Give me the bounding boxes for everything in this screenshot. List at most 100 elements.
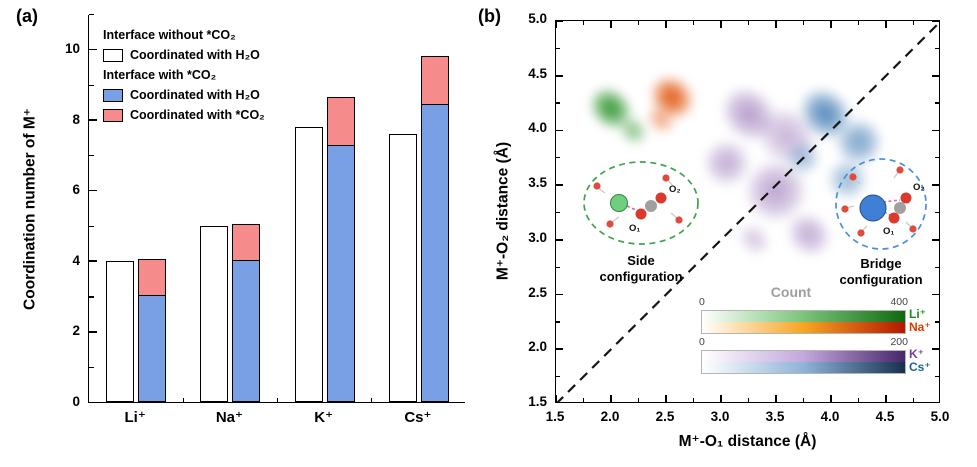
y-tick-label: 0 — [72, 394, 80, 409]
x-major-tick — [665, 395, 667, 402]
legend-item-without-co2: Coordinated with H₂O — [103, 48, 265, 62]
bar-without-co2-h2o — [106, 260, 135, 402]
panel-b-label: (b) — [478, 6, 501, 26]
y-tick-label: 4.0 — [528, 120, 547, 136]
x-minor-tick — [582, 398, 585, 402]
caption-line: configuration — [839, 272, 923, 287]
x-major-tick-top — [830, 21, 832, 28]
y-tick-label: 4.5 — [528, 65, 547, 81]
legend-item-label: Coordinated with H₂O — [130, 88, 260, 102]
legend-item-with-co2-h2o: Coordinated with H₂O — [103, 88, 265, 102]
cation-o2-bond — [882, 199, 901, 203]
x-minor-tick — [692, 398, 695, 402]
x-major-tick-top — [610, 21, 612, 28]
cation-sphere — [610, 194, 628, 212]
legend-group1-title: Interface without *CO₂ — [103, 28, 236, 42]
y-minor-tick-right — [935, 321, 939, 323]
legend-item-with-co2-co2: Coordinated with *CO₂ — [103, 108, 265, 122]
x-boundary-tick — [182, 397, 184, 402]
y-major-tick — [556, 74, 563, 77]
y-major-tick — [89, 189, 97, 192]
blue-bar-swatch — [103, 88, 123, 102]
y-minor-tick-right — [935, 102, 939, 104]
cation-sphere — [859, 194, 887, 222]
o2-label: O₂ — [913, 182, 925, 193]
x-minor-tick — [802, 398, 805, 402]
bar-with-co2-h2o — [420, 103, 449, 402]
x-minor-tick-top — [857, 21, 860, 25]
x-major-tick-top — [720, 21, 722, 28]
pink-bar-swatch — [103, 108, 123, 122]
x-minor-tick-top — [747, 21, 750, 25]
x-major-tick — [775, 395, 777, 402]
o1-atom — [635, 208, 647, 220]
bar-with-co2-h2o — [232, 259, 261, 402]
panel-b-plot-area: O₁ O₂ Side configuration — [555, 20, 940, 403]
y-tick-label: 6 — [72, 182, 80, 198]
y-tick-label: 2.0 — [528, 339, 547, 355]
colorbar-max-label: 200 — [890, 336, 908, 348]
y-tick-label: 8 — [72, 111, 80, 127]
carbon-atom — [645, 200, 657, 212]
o1-atom — [888, 212, 900, 224]
y-minor-tick — [556, 157, 560, 159]
y-major-tick — [89, 48, 97, 51]
y-major-tick — [556, 293, 563, 296]
y-major-tick — [89, 401, 97, 404]
panel-b-y-axis-label: M⁺-O₂ distance (Å) — [494, 141, 512, 281]
bar-without-co2-h2o — [200, 225, 229, 402]
colorbar-gradient — [701, 310, 906, 334]
colorbar-ion-labels: Li⁺ Na⁺ — [909, 308, 931, 333]
y-major-tick — [89, 330, 97, 333]
colorbar-gradient — [701, 350, 906, 374]
bar-with-co2-h2o — [326, 144, 355, 402]
x-tick-label: 3.0 — [710, 409, 730, 424]
x-boundary-tick — [371, 397, 373, 402]
x-minor-tick-top — [692, 21, 695, 25]
y-minor-tick — [556, 211, 560, 214]
bar-without-co2-h2o — [294, 126, 323, 402]
bar-with-co2-co2 — [326, 96, 355, 147]
y-tick-label: 3.0 — [528, 229, 547, 245]
y-tick-label: 1.5 — [528, 394, 547, 409]
li-gradient-strip — [702, 311, 905, 322]
o2-label: O₂ — [669, 184, 681, 195]
diagonal-dashed-line — [556, 21, 939, 402]
y-minor-tick — [556, 47, 560, 49]
y-minor-tick-right — [935, 266, 939, 268]
x-category-label: Li⁺ — [124, 409, 146, 426]
x-minor-tick — [637, 398, 640, 402]
water-oxygen-atoms — [593, 174, 683, 228]
panel-a-legend: Interface without *CO₂ Coordinated with … — [103, 28, 265, 122]
x-minor-tick-top — [637, 21, 640, 25]
cation-oxygen-bond — [626, 205, 639, 212]
x-major-tick — [610, 395, 612, 402]
y-minor-tick — [89, 84, 94, 86]
y-major-tick — [89, 260, 97, 262]
cs-gradient-strip — [702, 362, 905, 373]
bar-with-co2-co2 — [232, 223, 261, 261]
x-major-tick-top — [665, 21, 667, 28]
panel-a-label: (a) — [16, 6, 38, 26]
y-major-tick — [556, 129, 563, 132]
x-tick-label: 5.0 — [930, 409, 950, 424]
o1-label: O₁ — [629, 223, 640, 234]
y-minor-tick-right — [935, 157, 939, 159]
x-tick-label: 4.5 — [875, 409, 895, 424]
colorbar-li-na: 0 400 Li⁺ Na⁺ — [699, 296, 931, 334]
x-minor-tick-top — [582, 21, 585, 25]
x-major-tick — [885, 395, 887, 402]
y-minor-tick — [556, 321, 560, 323]
colorbar-ion-labels: K⁺ Cs⁺ — [909, 348, 931, 373]
x-tick-label: 2.0 — [600, 409, 620, 424]
y-tick-label: 10 — [64, 41, 80, 57]
y-major-tick — [556, 21, 563, 22]
o2-atom — [655, 192, 667, 204]
bar-with-co2-h2o — [138, 294, 167, 402]
na-ion-label: Na⁺ — [909, 319, 931, 334]
caption-line: Side — [627, 253, 655, 268]
colorbar-min-label: 0 — [699, 296, 705, 308]
y-minor-tick — [89, 225, 94, 228]
y-major-tick — [556, 348, 563, 351]
